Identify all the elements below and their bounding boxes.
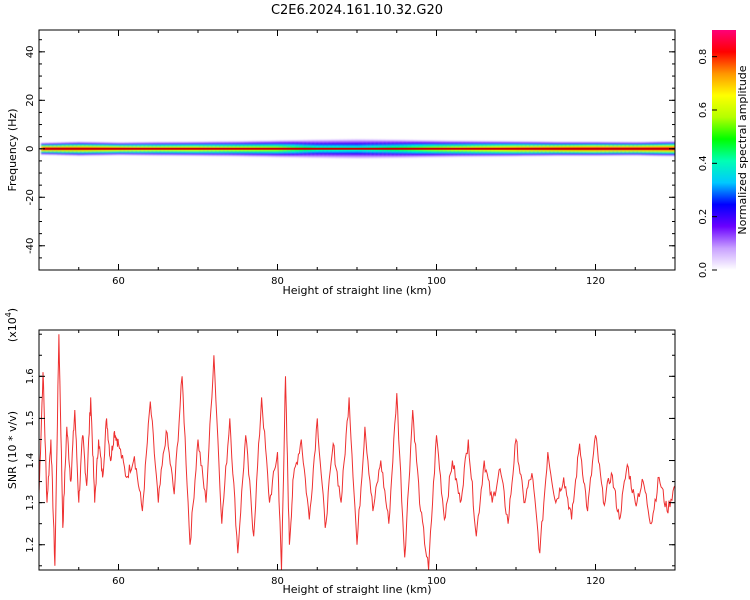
spectrogram-x-ticks: 60 80 100 120 [38, 30, 676, 287]
snr-xlabel: Height of straight line (km) [282, 583, 431, 596]
y-tick-label: 1.4 [25, 453, 36, 469]
spectrogram-band [40, 139, 675, 159]
spectrogram-panel: 60 80 100 120 -40 -20 0 20 40 Height of straigh… [6, 29, 676, 297]
y-tick-label: 20 [25, 94, 36, 107]
colorbar-label: Normalized spectral amplitude [736, 65, 749, 234]
spectrogram-xlabel: Height of straight line (km) [282, 284, 431, 297]
snr-series-line [39, 334, 675, 570]
snr-y-ticks: 1.2 1.3 1.4 1.5 1.6 [25, 333, 675, 567]
x-tick-label: 120 [586, 276, 605, 287]
y-tick-label: -40 [25, 238, 36, 254]
y-tick-label: -20 [25, 189, 36, 205]
y-tick-label: 40 [25, 45, 36, 58]
x-tick-label: 60 [112, 576, 125, 587]
y-tick-label: 1.2 [25, 537, 36, 553]
x-tick-label: 100 [427, 576, 446, 587]
colorbar-tick-label: 0.0 [698, 262, 709, 278]
colorbar: 0.0 0.2 0.4 0.6 0.8 Normalized spectral ampl… [698, 30, 749, 278]
colorbar-gradient [712, 30, 736, 270]
x-tick-label: 100 [427, 276, 446, 287]
y-tick-label: 1.5 [25, 410, 36, 426]
snr-panel: 60 80 100 120 1.2 1.3 1.4 1.5 1.6 Height of str… [4, 308, 676, 596]
snr-multiplier-close: ) [6, 308, 19, 312]
spectrogram-y-ticks: -40 -20 0 20 40 [25, 39, 675, 271]
snr-multiplier-exp: 4 [4, 312, 13, 317]
x-tick-label: 120 [586, 576, 605, 587]
figure-title: C2E6.2024.161.10.32.G20 [271, 3, 443, 18]
snr-x-ticks: 60 80 100 120 [38, 330, 676, 587]
snr-ylabel: SNR (10 * v/v) [6, 411, 19, 489]
y-tick-label: 0 [25, 146, 36, 152]
colorbar-ticks: 0.0 0.2 0.4 0.6 0.8 [698, 49, 717, 278]
x-tick-label: 80 [271, 276, 284, 287]
snr-multiplier-base: (x10 [6, 317, 19, 342]
colorbar-tick-label: 0.2 [698, 209, 709, 225]
y-tick-label: 1.6 [25, 368, 36, 384]
colorbar-tick-label: 0.6 [698, 102, 709, 118]
snr-plot-area [39, 330, 675, 570]
x-tick-label: 80 [271, 576, 284, 587]
colorbar-tick-label: 0.8 [698, 49, 709, 65]
snr-multiplier: (x104) [4, 308, 19, 342]
colorbar-tick-label: 0.4 [698, 155, 709, 171]
y-tick-label: 1.3 [25, 495, 36, 511]
x-tick-label: 60 [112, 276, 125, 287]
spectrogram-ylabel: Frequency (Hz) [6, 109, 19, 192]
